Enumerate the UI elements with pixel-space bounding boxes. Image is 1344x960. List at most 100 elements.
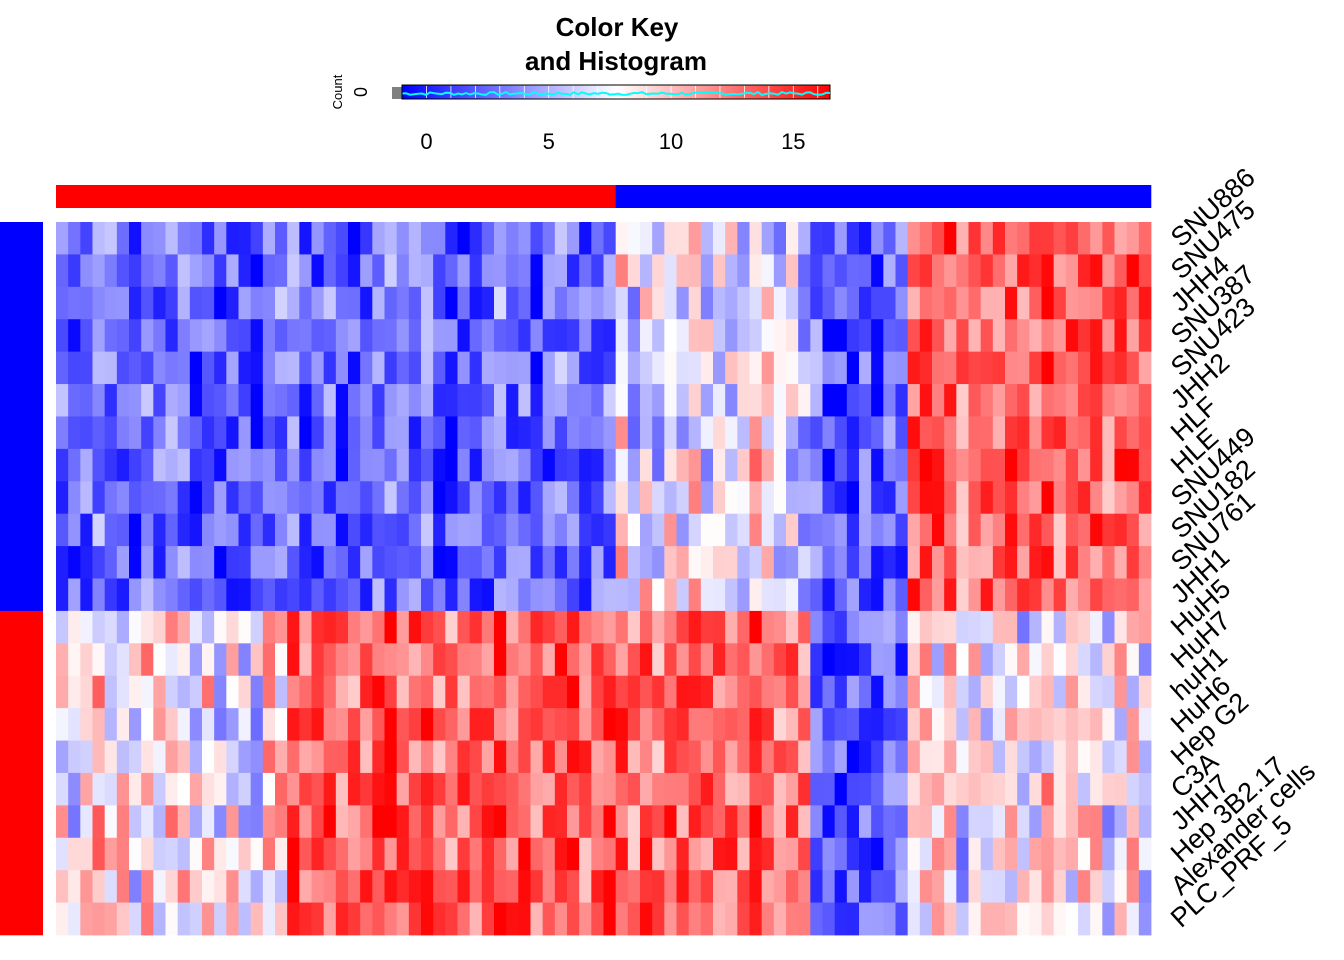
heatmap-cell bbox=[591, 384, 604, 417]
heatmap-cell bbox=[615, 740, 629, 774]
heatmap-cell bbox=[737, 513, 750, 547]
heatmap-cell bbox=[56, 416, 69, 450]
heatmap-cell bbox=[1065, 643, 1079, 677]
heatmap-cell bbox=[895, 902, 909, 936]
heatmap-cell bbox=[591, 805, 604, 839]
heatmap-cell bbox=[871, 837, 884, 871]
heatmap-cell bbox=[92, 222, 106, 255]
heatmap-cell bbox=[968, 351, 982, 385]
heatmap-cell bbox=[786, 870, 799, 903]
heatmap-cell bbox=[603, 870, 617, 903]
heatmap-cell bbox=[299, 772, 312, 806]
heatmap-cell bbox=[348, 902, 361, 936]
heatmap-cell bbox=[907, 351, 921, 385]
heatmap-cell bbox=[737, 546, 750, 579]
heatmap-cell bbox=[518, 416, 531, 450]
heatmap-cell bbox=[360, 902, 373, 936]
heatmap-cell bbox=[591, 254, 604, 288]
heatmap-cell bbox=[1102, 902, 1115, 936]
heatmap-cell bbox=[737, 351, 750, 385]
heatmap-cell bbox=[579, 902, 592, 936]
heatmap-cell bbox=[275, 772, 288, 806]
heatmap-cell bbox=[786, 740, 799, 774]
heatmap-cell bbox=[932, 513, 945, 547]
heatmap-cell bbox=[932, 675, 945, 709]
heatmap-cell bbox=[238, 870, 252, 903]
heatmap-cell bbox=[688, 772, 702, 806]
heatmap-cell bbox=[786, 513, 799, 547]
heatmap-cell bbox=[798, 837, 811, 871]
heatmap-cell bbox=[129, 416, 142, 450]
heatmap-cell bbox=[433, 384, 446, 417]
heatmap-cell bbox=[1041, 740, 1055, 774]
heatmap-cell bbox=[956, 416, 969, 450]
heatmap-cell bbox=[542, 675, 556, 709]
heatmap-cell bbox=[786, 286, 799, 320]
heatmap-cell bbox=[299, 902, 312, 936]
heatmap-cell bbox=[1041, 286, 1055, 320]
heatmap-cell bbox=[968, 643, 982, 677]
heatmap-cell bbox=[311, 546, 325, 579]
heatmap-cell bbox=[202, 870, 215, 903]
heatmap-cell bbox=[1126, 675, 1140, 709]
heatmap-cell bbox=[177, 416, 191, 450]
heatmap-cell bbox=[822, 578, 836, 612]
heatmap-cell bbox=[992, 708, 1006, 741]
heatmap-cell bbox=[1017, 740, 1030, 774]
heatmap-cell bbox=[1078, 610, 1091, 644]
heatmap-cell bbox=[177, 675, 191, 709]
heatmap-cell bbox=[1114, 513, 1128, 547]
heatmap-cell bbox=[773, 319, 787, 353]
heatmap-cell bbox=[92, 319, 106, 353]
heatmap-cell bbox=[299, 870, 312, 903]
heatmap-cell bbox=[798, 805, 811, 839]
heatmap-cell bbox=[372, 319, 385, 353]
heatmap-cell bbox=[627, 481, 641, 515]
heatmap-cell bbox=[579, 254, 592, 288]
heatmap-cell bbox=[749, 546, 763, 579]
heatmap-cell bbox=[980, 902, 994, 936]
heatmap-cell bbox=[640, 870, 653, 903]
heatmap-cell bbox=[262, 254, 276, 288]
heatmap-cell bbox=[311, 837, 325, 871]
heatmap-cell bbox=[323, 384, 337, 417]
heatmap-cell bbox=[1090, 351, 1103, 385]
heatmap-cell bbox=[688, 578, 702, 612]
heatmap-cell bbox=[80, 254, 93, 288]
heatmap-cell bbox=[761, 546, 775, 579]
heatmap-cell bbox=[299, 740, 312, 774]
heatmap-cell bbox=[761, 319, 775, 353]
heatmap-cell bbox=[871, 254, 884, 288]
heatmap-cell bbox=[518, 805, 531, 839]
heatmap-cell bbox=[932, 222, 945, 255]
heatmap-cell bbox=[542, 286, 556, 320]
heatmap-cell bbox=[1017, 384, 1030, 417]
heatmap-cell bbox=[968, 708, 982, 741]
heatmap-cell bbox=[481, 286, 495, 320]
heatmap-cell bbox=[372, 708, 385, 741]
heatmap-cell bbox=[335, 902, 349, 936]
heatmap-cell bbox=[542, 254, 556, 288]
heatmap-cell bbox=[518, 643, 531, 677]
heatmap-cell bbox=[445, 772, 458, 806]
heatmap-cell bbox=[664, 416, 677, 450]
heatmap-cell bbox=[433, 254, 446, 288]
heatmap-cell bbox=[469, 708, 483, 741]
heatmap-cell bbox=[226, 610, 239, 644]
heatmap-cell bbox=[846, 772, 860, 806]
heatmap-cell bbox=[129, 578, 142, 612]
heatmap-cell bbox=[725, 286, 738, 320]
heatmap-cell bbox=[1114, 805, 1128, 839]
heatmap-cell bbox=[250, 578, 264, 612]
heatmap-cell bbox=[372, 222, 385, 255]
heatmap-cell bbox=[202, 254, 215, 288]
heatmap-cell bbox=[603, 513, 617, 547]
heatmap-cell bbox=[530, 643, 544, 677]
heatmap-cell bbox=[238, 546, 252, 579]
heatmap-cell bbox=[713, 286, 726, 320]
heatmap-cell bbox=[469, 286, 483, 320]
heatmap-cell bbox=[384, 675, 398, 709]
heatmap-cell bbox=[165, 643, 179, 677]
heatmap-cell bbox=[846, 481, 860, 515]
heatmap-cell bbox=[506, 384, 519, 417]
